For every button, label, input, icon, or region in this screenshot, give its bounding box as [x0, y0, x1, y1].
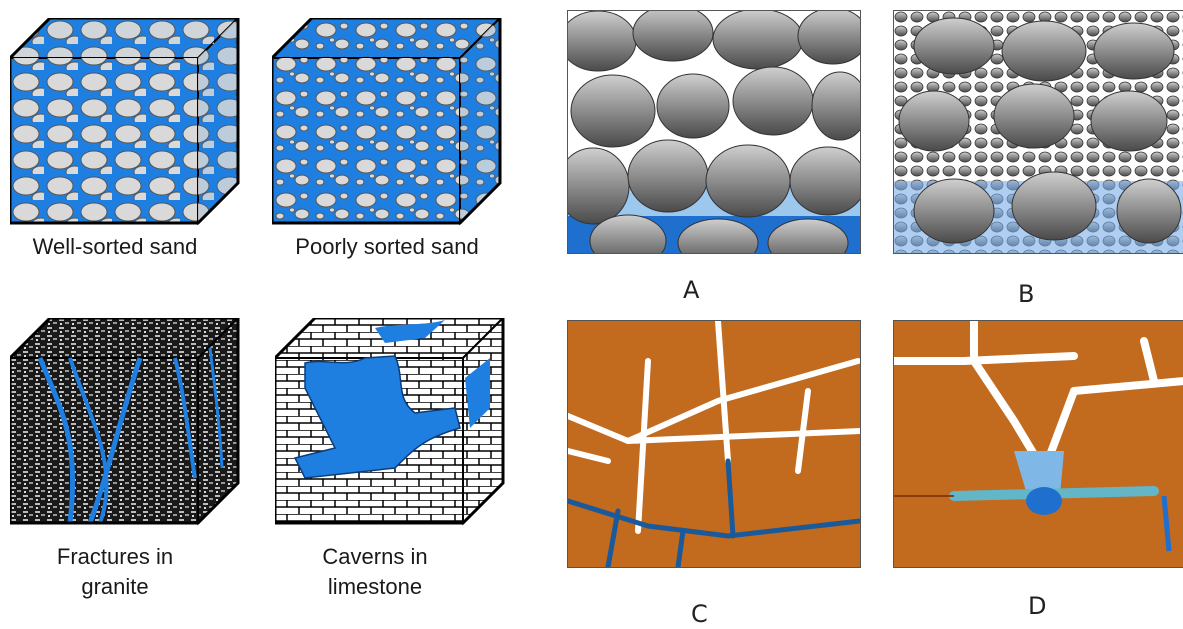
cube-caption-line1: Caverns in — [322, 544, 428, 569]
panel-c-fractures — [567, 320, 861, 568]
cube-caption-line2: granite — [81, 574, 149, 599]
poorly-sorted-sand-cube — [272, 18, 502, 226]
panel-d-fracture — [893, 320, 1183, 568]
panel-label: C — [691, 600, 708, 628]
well-sorted-sand-cube — [10, 18, 240, 226]
cube-caption-line1: Fractures in — [56, 544, 174, 569]
panel-label: D — [1028, 592, 1047, 620]
caverns-in-limestone-cube — [275, 318, 505, 526]
panel-a-pebbles — [567, 10, 861, 254]
cube-caption: Poorly sorted sand — [295, 234, 479, 259]
cube-caption-line2: limestone — [327, 574, 423, 599]
panel-b-pebbles — [893, 10, 1183, 254]
cube-caption: Well-sorted sand — [32, 234, 198, 259]
fractures-in-granite-cube — [10, 318, 240, 526]
panel-label: A — [683, 276, 700, 304]
panel-label: B — [1018, 280, 1035, 308]
